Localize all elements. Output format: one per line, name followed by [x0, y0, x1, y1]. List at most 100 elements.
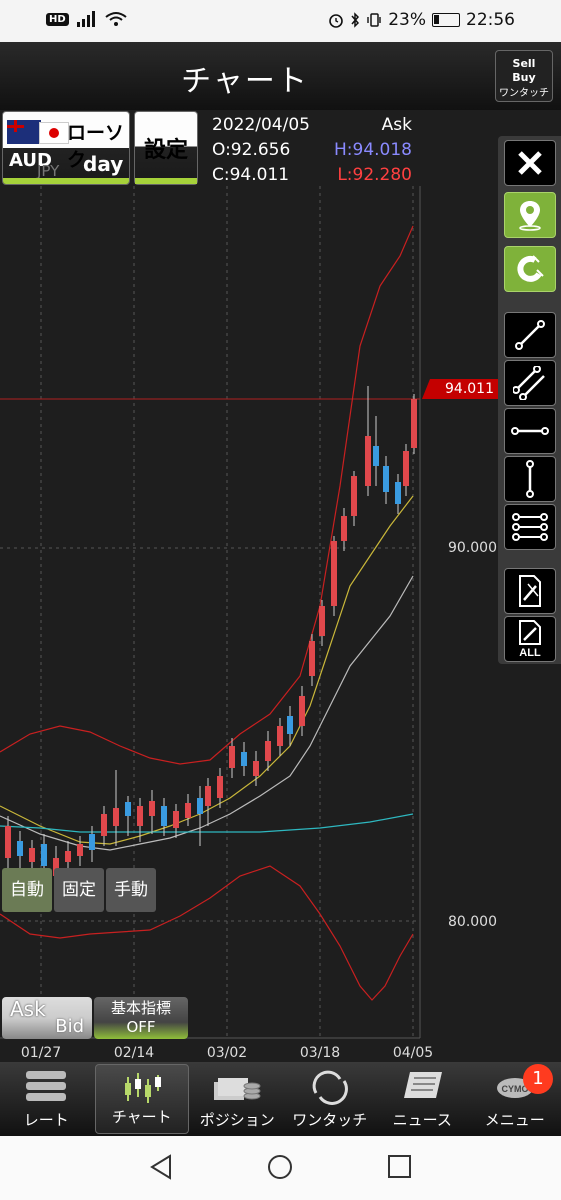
candle-body: [17, 841, 23, 856]
page-title: チャート: [181, 64, 309, 99]
candle-body: [149, 801, 155, 816]
candle-body: [173, 811, 179, 828]
settings-button[interactable]: 設定: [134, 111, 198, 185]
nav-onetouch[interactable]: ワンタッチ: [284, 1062, 377, 1136]
candlestick-chart[interactable]: 90.000 80.000 01/27 02/14 03/02 03/18 04…: [0, 186, 561, 1061]
x-tick-label: 01/27: [20, 1045, 62, 1061]
clock: 22:56: [466, 10, 515, 30]
candle-body: [197, 798, 203, 814]
indicator-label: 基本指標: [110, 999, 171, 1017]
nav-label: チャート: [111, 1108, 172, 1126]
bollinger-lower-line: [0, 865, 414, 1001]
trendline-tool-button[interactable]: [504, 312, 556, 358]
japan-flag-icon: [39, 122, 69, 144]
candle-body: [205, 786, 211, 806]
chart-type-label: ローソク: [67, 122, 125, 171]
channel-tool-button[interactable]: [504, 360, 556, 406]
close-tool-button[interactable]: [504, 140, 556, 186]
nav-menu[interactable]: CYMO メニュー 1: [469, 1062, 561, 1136]
ohlc-low: L:92.280: [337, 165, 412, 185]
nav-rate[interactable]: レート: [0, 1062, 93, 1136]
candle-body: [161, 806, 167, 826]
currency-pair-button[interactable]: ローソク AUD JPY day: [2, 111, 130, 185]
nav-position[interactable]: ポジション: [191, 1062, 284, 1136]
candle-body: [365, 436, 371, 486]
candle-body: [299, 696, 305, 726]
ohlc-date: 2022/04/05: [212, 115, 310, 135]
signal-icon: [76, 11, 95, 27]
bid-label: Bid: [55, 1016, 84, 1037]
candle-body: [53, 858, 59, 876]
x-tick-label: 03/18: [299, 1045, 341, 1061]
battery-percent: 23%: [388, 10, 426, 30]
auto-mode-button[interactable]: 自動: [2, 868, 52, 912]
candle-body: [383, 466, 389, 492]
candle-body: [89, 834, 95, 850]
candle-body: [265, 741, 271, 761]
title-bar: チャート Sell Buy ワンタッチ: [0, 42, 561, 110]
y-tick-label: 90.000: [448, 540, 497, 556]
candle-body: [351, 476, 357, 516]
onetouch-buy-label: Buy: [512, 71, 536, 84]
candle-body: [319, 606, 325, 636]
ask-bid-toggle[interactable]: Ask Bid: [2, 997, 92, 1039]
position-icon: [214, 1078, 261, 1100]
fibonacci-tool-button[interactable]: [504, 504, 556, 550]
candle-body: [29, 848, 35, 862]
onetouch-sell-label: Sell: [512, 57, 536, 70]
news-icon: [404, 1072, 443, 1098]
close-icon: [518, 151, 542, 175]
candle-body: [395, 482, 401, 504]
candle-body: [373, 446, 379, 466]
candle-body: [229, 746, 235, 768]
delete-all-drawings-icon: ALL: [519, 620, 541, 658]
channel-icon: [513, 366, 545, 400]
fibonacci-icon: [512, 513, 548, 541]
manual-mode-button[interactable]: 手動: [106, 868, 156, 912]
nav-label: メニュー: [484, 1111, 545, 1129]
candle-body: [113, 808, 119, 826]
candle-body: [41, 844, 47, 866]
bluetooth-icon: [351, 12, 360, 28]
magnet-tool-button[interactable]: [504, 246, 556, 292]
candle-body: [253, 761, 259, 776]
base-currency: AUD: [9, 150, 52, 171]
candle-body: [77, 844, 83, 856]
vibrate-icon: [367, 13, 381, 27]
ma-mid-line: [0, 575, 414, 851]
ma-long-line: [0, 813, 414, 833]
nav-chart[interactable]: チャート: [94, 1064, 189, 1134]
active-indicator: [3, 178, 129, 184]
onetouch-button[interactable]: Sell Buy ワンタッチ: [495, 50, 553, 102]
delete-drawing-icon: [519, 575, 541, 607]
notification-badge: 1: [523, 1064, 553, 1094]
delete-all-drawings-button[interactable]: ALL: [504, 616, 556, 662]
timeframe-label: day: [83, 152, 124, 176]
candle-body: [277, 726, 283, 746]
onetouch-label: ワンタッチ: [499, 88, 549, 99]
wifi-icon: [105, 12, 127, 26]
trendline-icon: [515, 320, 545, 350]
ohlc-panel: 2022/04/05 Ask O:92.656 H:94.018 C:94.011 L…: [212, 113, 412, 188]
home-icon[interactable]: [267, 1154, 293, 1180]
current-price-tag: 94.011: [422, 379, 498, 399]
basic-indicator-button[interactable]: 基本指標 OFF: [94, 997, 188, 1039]
recents-icon[interactable]: [387, 1154, 413, 1180]
alarm-icon: [329, 14, 344, 28]
candle-body: [403, 451, 409, 486]
candle-body: [65, 851, 71, 862]
fixed-mode-button[interactable]: 固定: [54, 868, 104, 912]
nav-label: ポジション: [199, 1111, 275, 1129]
vertical-line-tool-button[interactable]: [504, 456, 556, 502]
battery-icon: [432, 13, 460, 27]
back-icon[interactable]: [148, 1154, 174, 1180]
delete-drawing-button[interactable]: [504, 568, 556, 614]
nav-label: ワンタッチ: [292, 1111, 368, 1129]
candle-body: [241, 752, 247, 766]
pin-tool-button[interactable]: [504, 192, 556, 238]
magnet-icon: [517, 255, 544, 282]
candle-body: [411, 399, 417, 448]
cymo-logo: CYMO: [501, 1084, 528, 1094]
horizontal-line-tool-button[interactable]: [504, 408, 556, 454]
nav-news[interactable]: ニュース: [376, 1062, 469, 1136]
